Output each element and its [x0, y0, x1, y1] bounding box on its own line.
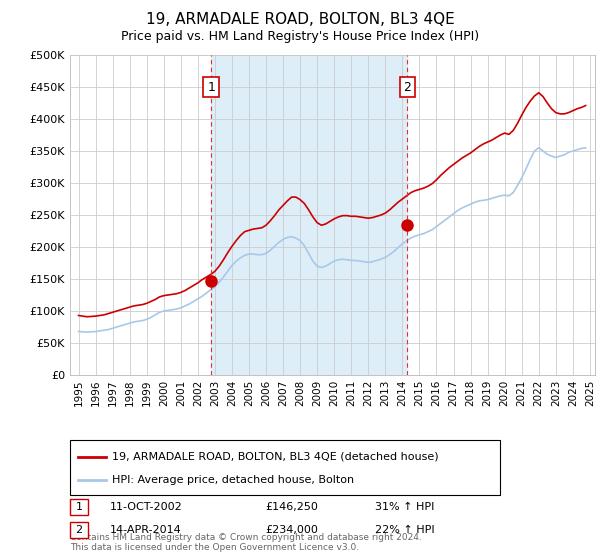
Text: Price paid vs. HM Land Registry's House Price Index (HPI): Price paid vs. HM Land Registry's House … — [121, 30, 479, 43]
Bar — [211, 55, 407, 375]
Text: 31% ↑ HPI: 31% ↑ HPI — [375, 502, 434, 512]
Text: 2: 2 — [403, 81, 411, 94]
Text: 14-APR-2014: 14-APR-2014 — [110, 525, 182, 535]
Text: Contains HM Land Registry data © Crown copyright and database right 2024.
This d: Contains HM Land Registry data © Crown c… — [70, 533, 422, 552]
Text: 19, ARMADALE ROAD, BOLTON, BL3 4QE (detached house): 19, ARMADALE ROAD, BOLTON, BL3 4QE (deta… — [112, 451, 439, 461]
Text: £234,000: £234,000 — [265, 525, 318, 535]
Text: 19, ARMADALE ROAD, BOLTON, BL3 4QE: 19, ARMADALE ROAD, BOLTON, BL3 4QE — [146, 12, 454, 27]
Text: 11-OCT-2002: 11-OCT-2002 — [110, 502, 183, 512]
Text: 2: 2 — [76, 525, 83, 535]
Text: 1: 1 — [207, 81, 215, 94]
Text: HPI: Average price, detached house, Bolton: HPI: Average price, detached house, Bolt… — [112, 475, 354, 484]
Text: £146,250: £146,250 — [265, 502, 318, 512]
Text: 1: 1 — [76, 502, 82, 512]
Text: 22% ↑ HPI: 22% ↑ HPI — [375, 525, 434, 535]
